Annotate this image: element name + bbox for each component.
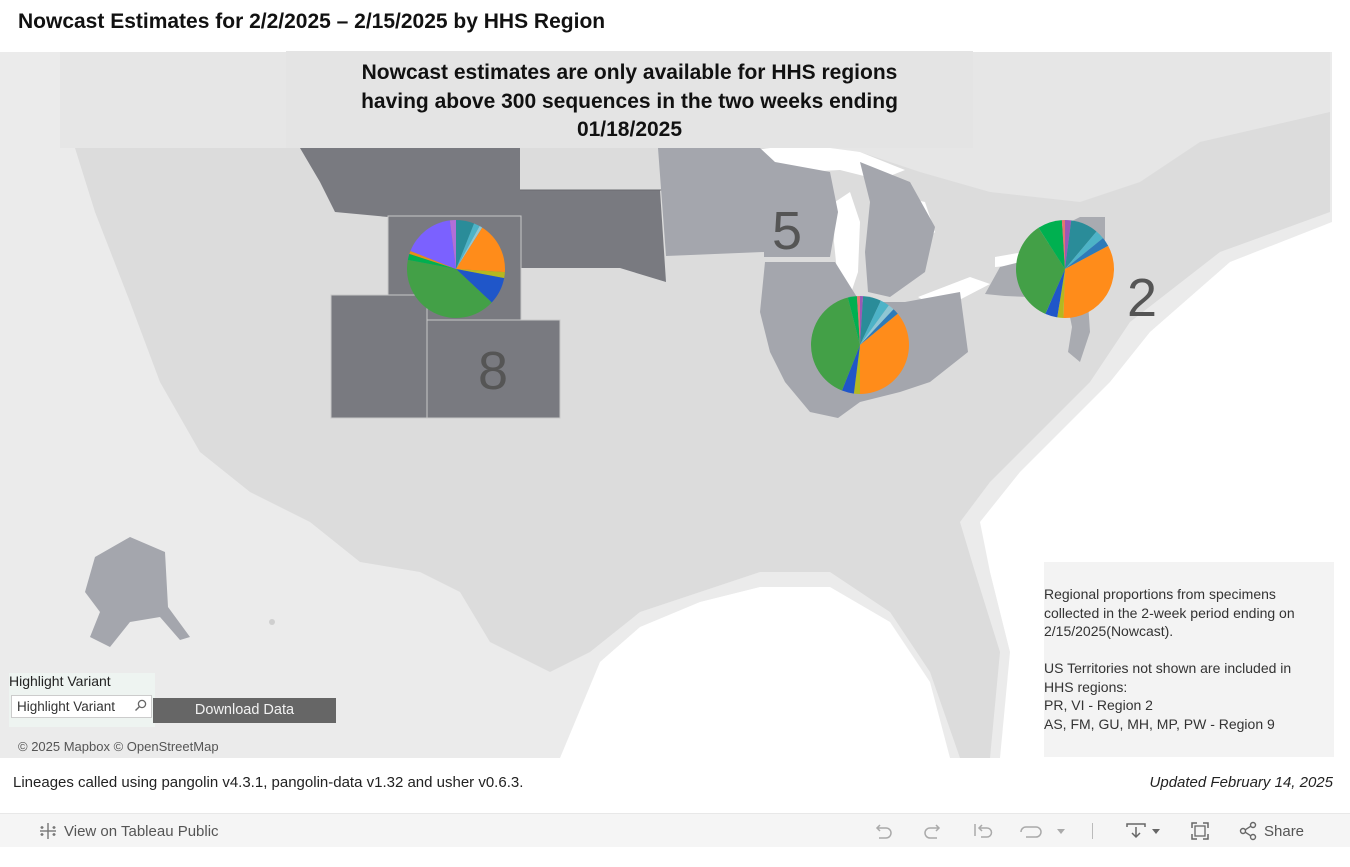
pie-slice-8-3[interactable]	[456, 227, 505, 273]
share-icon	[1239, 821, 1257, 841]
hawaii	[269, 619, 275, 625]
gulf-of-mexico	[560, 587, 950, 758]
revert-icon[interactable]	[973, 822, 993, 840]
view-on-tableau-public-link[interactable]: View on Tableau Public	[38, 814, 219, 848]
region5-michigan[interactable]	[860, 162, 935, 297]
pie-slice-8-7[interactable]	[407, 253, 456, 269]
pie-slice-5-10[interactable]	[856, 296, 860, 345]
pie-region-8[interactable]	[407, 220, 505, 318]
share-button[interactable]: Share	[1238, 814, 1304, 848]
search-icon[interactable]	[134, 699, 147, 712]
highlight-variant-input[interactable]: Highlight Variant	[11, 695, 152, 718]
highlight-variant-control: Highlight Variant Highlight Variant	[9, 673, 155, 727]
pie-slice-5-4[interactable]	[860, 309, 898, 345]
pie-slice-8-8[interactable]	[409, 250, 456, 269]
updated-date: Updated February 14, 2025	[1149, 774, 1333, 791]
refresh-dropdown-icon[interactable]	[1055, 822, 1067, 840]
pie-slice-2-9[interactable]	[1061, 220, 1065, 269]
info-line: HHS regions:	[1044, 678, 1128, 695]
pie-slice-8-5[interactable]	[456, 269, 505, 303]
region-label-5: 5	[772, 201, 803, 261]
info-line: PR, VI - Region 2	[1044, 697, 1153, 713]
land-usa	[60, 52, 1330, 758]
download-icon[interactable]	[1125, 822, 1147, 840]
pie-slice-2-2[interactable]	[1065, 231, 1104, 269]
pie-slice-8-0[interactable]	[456, 220, 475, 269]
notice-line: 01/18/2025	[576, 118, 683, 141]
pie-chart-group	[407, 220, 1114, 394]
undo-icon[interactable]	[873, 822, 893, 840]
pie-slice-8-1[interactable]	[456, 223, 480, 269]
download-data-button[interactable]: Download Data	[153, 698, 336, 723]
pie-slice-2-7[interactable]	[1016, 227, 1065, 314]
pie-slice-5-7[interactable]	[841, 345, 860, 394]
info-line: 2/15/2025(Nowcast).	[1044, 623, 1174, 639]
refresh-icon[interactable]	[1018, 822, 1044, 840]
toolbar-separator	[1092, 823, 1093, 839]
notice-line: Nowcast estimates are only available for…	[361, 61, 898, 84]
availability-notice: Nowcast estimates are only available for…	[286, 51, 973, 148]
info-line: Regional proportions from specimens	[1044, 586, 1276, 602]
region5-minnesota-wisconsin[interactable]	[658, 148, 838, 257]
pie-slice-2-8[interactable]	[1038, 220, 1065, 269]
pie-slice-5-0[interactable]	[860, 296, 864, 345]
pie-slice-2-5[interactable]	[1057, 269, 1065, 318]
pie-region-5[interactable]	[810, 296, 909, 394]
region-label-8: 8	[478, 341, 509, 401]
page-title: Nowcast Estimates for 2/2/2025 – 2/15/20…	[18, 10, 606, 33]
map-attribution[interactable]: © 2025 Mapbox © OpenStreetMap	[18, 739, 219, 754]
pie-slice-2-4[interactable]	[1063, 245, 1114, 319]
info-box: Regional proportions from specimens coll…	[1044, 562, 1334, 757]
pie-slice-2-1[interactable]	[1065, 220, 1097, 269]
pie-slice-5-1[interactable]	[860, 296, 881, 345]
pie-slice-5-8[interactable]	[810, 297, 860, 391]
pie-slice-5-2[interactable]	[860, 300, 889, 345]
share-label: Share	[1264, 822, 1305, 840]
pie-slice-5-5[interactable]	[860, 313, 909, 394]
pie-slice-5-6[interactable]	[853, 345, 860, 394]
pie-slice-2-6[interactable]	[1045, 269, 1065, 318]
fullscreen-icon[interactable]	[1190, 822, 1210, 840]
notice-line: having above 300 sequences in the two we…	[361, 89, 898, 113]
pie-slice-8-4[interactable]	[456, 269, 505, 279]
view-on-tableau-label: View on Tableau Public	[64, 822, 219, 840]
redo-icon[interactable]	[923, 822, 943, 840]
tableau-toolbar: View on Tableau Public	[0, 813, 1350, 847]
alaska[interactable]	[85, 537, 190, 647]
pie-slice-8-9[interactable]	[410, 220, 456, 269]
pie-slice-8-6[interactable]	[407, 259, 492, 318]
pie-slice-2-3[interactable]	[1065, 238, 1109, 269]
tableau-logo-icon	[40, 823, 56, 839]
pie-slice-8-10[interactable]	[449, 220, 456, 269]
highlight-variant-label: Highlight Variant	[9, 673, 111, 689]
region-label-2: 2	[1127, 268, 1158, 328]
region8-colorado[interactable]	[426, 319, 561, 419]
pie-slice-5-3[interactable]	[860, 305, 894, 345]
pie-slice-2-0[interactable]	[1065, 220, 1072, 269]
info-line: collected in the 2-week period ending on	[1044, 604, 1295, 621]
pie-slice-5-9[interactable]	[847, 296, 860, 345]
info-line: US Territories not shown are included in	[1044, 660, 1292, 676]
lineages-footnote: Lineages called using pangolin v4.3.1, p…	[13, 774, 524, 791]
pie-slice-8-2[interactable]	[456, 226, 483, 269]
highlight-variant-placeholder: Highlight Variant	[17, 699, 116, 714]
pie-region-2[interactable]	[1016, 220, 1114, 319]
info-line: AS, FM, GU, MH, MP, PW - Region 9	[1044, 715, 1275, 732]
download-dropdown-icon[interactable]	[1150, 822, 1162, 840]
region8-utah[interactable]	[330, 294, 428, 419]
